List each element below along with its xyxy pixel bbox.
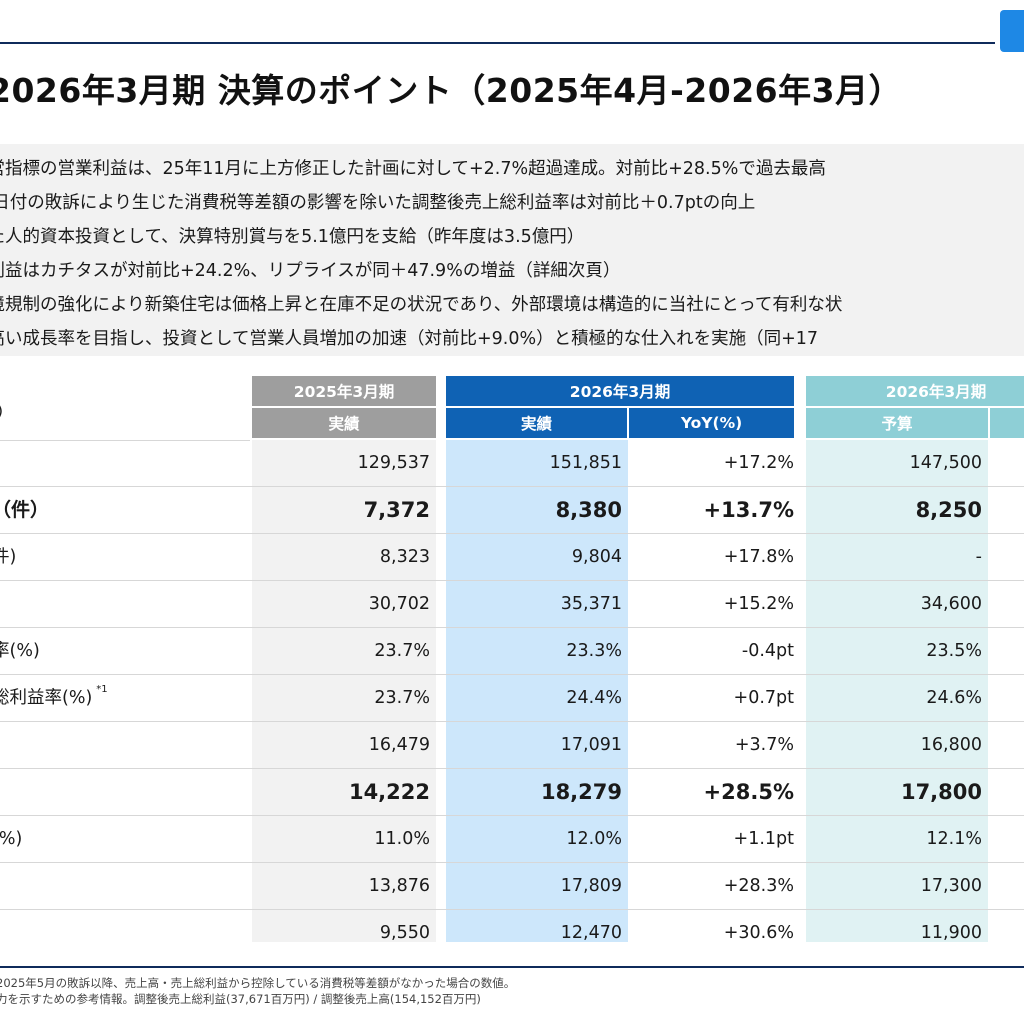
- footnote-2: 力を示すための参考情報。調整後売上総利益(37,671百万円) / 調整後売上高…: [0, 992, 481, 1006]
- table-row: 率(%) 23.7% 23.3% -0.4pt 23.5%: [0, 628, 1024, 675]
- value-fy2025: 13,876: [368, 876, 430, 896]
- table-row: 件) 8,323 9,804 +17.8% -: [0, 534, 1024, 581]
- results-table: ) 2025年3月期 実績 2026年3月期 実績 YoY(%) 2026年3月…: [0, 376, 1024, 946]
- page-title: 2026年3月期 決算のポイント（2025年4月-2026年3月）: [0, 71, 903, 110]
- table-row: 9,550 12,470 +30.6% 11,900: [0, 910, 1024, 946]
- value-yoy: +17.2%: [723, 453, 794, 473]
- key-points-box: 経営指標の営業利益は、25年11月に上方修正した計画に対して+2.7%超過達成。…: [0, 144, 1024, 356]
- value-yoy: +15.2%: [723, 594, 794, 614]
- row-label: 件): [0, 547, 17, 567]
- key-points-list: 経営指標の営業利益は、25年11月に上方修正した計画に対して+2.7%超過達成。…: [0, 152, 842, 356]
- header-fy2026-budget-group: 2026年3月期: [806, 376, 1024, 406]
- table-row: 14,222 18,279 +28.5% 17,800: [0, 769, 1024, 816]
- key-point-item: 環境規制の強化により新築住宅は価格上昇と在庫不足の状況であり、外部環境は構造的に…: [0, 295, 843, 315]
- value-fy2026: 23.3%: [566, 641, 622, 661]
- key-point-item: けた人的資本投資として、決算特別賞与を5.1億円を支給（昨年度は3.5億円）: [0, 227, 585, 247]
- value-yoy: +0.7pt: [733, 688, 794, 708]
- unit-label-fragment: ): [0, 396, 10, 426]
- row-label: （件）: [0, 499, 50, 521]
- value-yoy: +28.5%: [703, 780, 794, 804]
- value-budget: 8,250: [915, 498, 982, 522]
- value-budget: 17,300: [920, 876, 982, 896]
- value-yoy: +30.6%: [723, 923, 794, 943]
- key-point-item: も高い成長率を目指し、投資として営業人員増加の加速（対前比+9.0%）と積極的な…: [0, 329, 819, 349]
- bottom-divider: [0, 966, 1024, 968]
- header-fy2026: 2026年3月期: [446, 376, 794, 406]
- value-budget: 24.6%: [926, 688, 982, 708]
- value-fy2026: 18,279: [540, 780, 622, 804]
- value-budget: -: [975, 547, 982, 567]
- footnote-marker: *1: [96, 684, 108, 695]
- value-yoy: +17.8%: [723, 547, 794, 567]
- column-bg-fy2026: [446, 440, 628, 942]
- table-row: 16,479 17,091 +3.7% 16,800: [0, 722, 1024, 769]
- value-budget: 16,800: [920, 735, 982, 755]
- top-divider: [0, 42, 995, 44]
- value-budget: 17,800: [900, 780, 982, 804]
- header-fy2025: 2025年3月期: [252, 376, 436, 406]
- value-fy2026: 9,804: [571, 547, 622, 567]
- value-fy2025: 16,479: [368, 735, 430, 755]
- column-bg-budget: [806, 440, 988, 942]
- table-row: 30,702 35,371 +15.2% 34,600: [0, 581, 1024, 628]
- value-yoy: +28.3%: [723, 876, 794, 896]
- value-budget: 11,900: [920, 923, 982, 943]
- value-fy2025: 30,702: [368, 594, 430, 614]
- value-fy2026: 35,371: [560, 594, 622, 614]
- table-row: （件） 7,372 8,380 +13.7% 8,250: [0, 487, 1024, 534]
- header-rule: [0, 440, 250, 441]
- value-budget: 147,500: [909, 453, 982, 473]
- value-fy2025: 8,323: [379, 547, 430, 567]
- key-point-item: 経営指標の営業利益は、25年11月に上方修正した計画に対して+2.7%超過達成。…: [0, 159, 826, 179]
- footnote-1: 2025年5月の敗訴以降、売上高・売上総利益から控除している消費税等差額がなかっ…: [0, 976, 516, 990]
- table-row: (%) 11.0% 12.0% +1.1pt 12.1%: [0, 816, 1024, 863]
- value-fy2025: 23.7%: [374, 641, 430, 661]
- value-budget: 34,600: [920, 594, 982, 614]
- value-fy2026: 17,091: [560, 735, 622, 755]
- value-fy2026: 17,809: [560, 876, 622, 896]
- header-budget-extra: [990, 408, 1024, 438]
- value-fy2026: 8,380: [555, 498, 622, 522]
- row-label: 総利益率(%) *1: [0, 675, 108, 721]
- value-fy2025: 9,550: [379, 923, 430, 943]
- value-yoy: -0.4pt: [741, 641, 794, 661]
- key-point-item: 業利益はカチタスが対前比+24.2%、リプライスが同＋47.9%の増益（詳細次頁…: [0, 261, 621, 281]
- value-budget: 12.1%: [926, 829, 982, 849]
- key-point-item: 12日付の敗訴により生じた消費税等差額の影響を除いた調整後売上総利益率は対前比＋…: [0, 193, 756, 213]
- value-budget: 23.5%: [926, 641, 982, 661]
- page-badge: [1000, 10, 1024, 52]
- row-label: 率(%): [0, 641, 40, 661]
- table-row: 13,876 17,809 +28.3% 17,300: [0, 863, 1024, 910]
- value-fy2026: 12.0%: [566, 829, 622, 849]
- value-yoy: +13.7%: [703, 498, 794, 522]
- header-yoy: YoY(%): [629, 408, 794, 438]
- column-bg-fy2025: [252, 440, 436, 942]
- footnotes: 2025年5月の敗訴以降、売上高・売上総利益から控除している消費税等差額がなかっ…: [0, 975, 515, 1007]
- value-fy2026: 151,851: [549, 453, 622, 473]
- value-yoy: +1.1pt: [733, 829, 794, 849]
- header-fy2025-actual: 実績: [252, 408, 436, 438]
- value-fy2026: 12,470: [560, 923, 622, 943]
- value-fy2025: 23.7%: [374, 688, 430, 708]
- row-label-text: 総利益率(%): [0, 688, 93, 708]
- value-fy2025: 11.0%: [374, 829, 430, 849]
- value-fy2026: 24.4%: [566, 688, 622, 708]
- value-yoy: +3.7%: [734, 735, 794, 755]
- row-label: (%): [0, 829, 23, 849]
- table-row: 総利益率(%) *1 23.7% 24.4% +0.7pt 24.6%: [0, 675, 1024, 722]
- header-budget: 予算: [806, 408, 988, 438]
- value-fy2025: 14,222: [348, 780, 430, 804]
- value-fy2025: 7,372: [363, 498, 430, 522]
- value-fy2025: 129,537: [357, 453, 430, 473]
- header-fy2026-actual: 実績: [446, 408, 627, 438]
- table-body: 129,537 151,851 +17.2% 147,500 （件） 7,372…: [0, 440, 1024, 946]
- table-row: 129,537 151,851 +17.2% 147,500: [0, 440, 1024, 487]
